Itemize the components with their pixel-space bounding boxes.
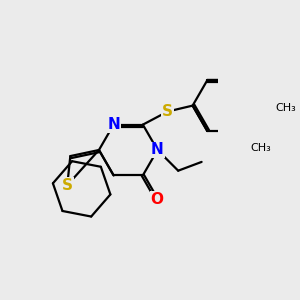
Text: CH₃: CH₃ bbox=[275, 103, 296, 113]
Text: S: S bbox=[162, 104, 173, 119]
Text: N: N bbox=[107, 117, 120, 132]
Text: N: N bbox=[151, 142, 164, 158]
Text: S: S bbox=[62, 178, 73, 193]
Text: CH₃: CH₃ bbox=[250, 142, 271, 153]
Text: O: O bbox=[150, 192, 163, 207]
